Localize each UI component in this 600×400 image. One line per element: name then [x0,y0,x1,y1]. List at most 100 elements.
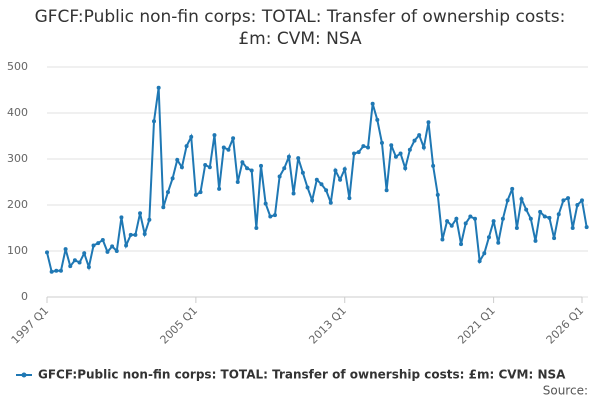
point [407,147,412,152]
point [175,157,180,162]
point [142,231,147,236]
point [514,226,519,230]
point [110,244,115,249]
point [347,196,352,201]
point [552,236,557,241]
point [342,167,347,172]
legend-marker [21,372,27,378]
point [231,136,236,141]
point [72,258,77,263]
point [379,140,384,145]
point [179,165,184,170]
point [468,214,473,219]
point [193,192,198,197]
point [207,165,212,170]
point [310,198,315,203]
point [533,238,538,243]
y-tick-label: 100 [7,244,28,257]
point [152,119,156,124]
point [431,163,436,168]
point [570,226,575,230]
point [300,170,305,175]
point [235,180,240,184]
y-tick-label: 300 [7,152,28,165]
point [491,219,496,224]
point [482,251,487,256]
point [226,147,231,152]
point [305,185,310,190]
point [63,247,68,252]
point [426,120,431,125]
point [393,154,398,159]
point [477,259,482,264]
point [398,151,403,156]
y-tick-label: 400 [7,106,28,119]
point [352,151,357,156]
point [366,145,370,150]
point [147,217,152,222]
point [212,133,217,138]
y-tick-label: 200 [7,198,28,211]
point [128,232,133,237]
chart-title: GFCF:Public non-fin corps: TOTAL: Transf… [34,7,566,49]
point [86,265,91,270]
point [500,216,505,221]
point [165,190,170,195]
point [58,268,63,273]
point [105,249,110,254]
x-tick-label: 2005 Q1 [158,304,201,347]
point [221,145,226,150]
point [170,176,175,181]
point [291,191,296,196]
point [566,196,571,201]
point [575,203,580,207]
point [68,264,73,269]
point [282,166,287,171]
point [361,144,366,149]
point [319,182,324,187]
x-tick-label: 2026 Q1 [544,304,587,347]
point [561,198,566,203]
point [245,166,250,171]
point [45,250,49,255]
point [459,242,464,247]
point [156,85,161,90]
point [161,205,166,210]
legend-label: GFCF:Public non-fin corps: TOTAL: Transf… [38,368,566,382]
point [519,197,524,202]
point [435,192,440,197]
point [82,251,87,256]
point [486,235,491,240]
source: Source: [543,384,588,398]
point [547,215,552,220]
point [189,134,194,139]
point [272,213,277,218]
point [240,160,245,165]
point [119,215,124,220]
point [124,243,129,248]
point [96,241,101,246]
point [277,174,282,179]
point [496,240,501,245]
point [184,144,189,149]
point [138,211,143,216]
x-tick-label: 2021 Q1 [455,304,498,347]
point [77,260,82,265]
point [510,186,515,191]
point [338,177,343,182]
point [580,198,584,203]
point [286,154,291,159]
point [91,243,96,248]
point [454,216,459,221]
point [296,156,301,161]
point [556,212,561,217]
point [198,190,203,195]
point [356,150,361,155]
point [328,200,333,205]
point [384,188,389,193]
point [528,216,533,221]
point [524,207,529,212]
point [263,201,268,206]
point [403,166,408,171]
